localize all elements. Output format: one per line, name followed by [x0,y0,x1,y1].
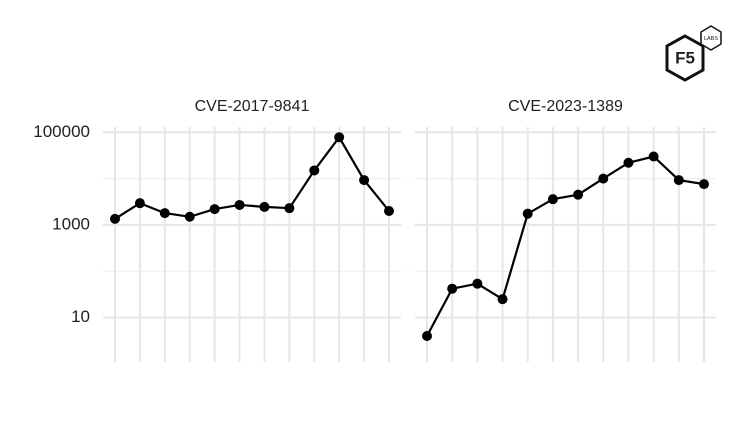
logo-small-hexagon [700,25,722,51]
data-point [259,201,270,212]
data-point [648,151,659,162]
data-point [234,199,245,210]
data-point [110,213,120,224]
data-point [159,208,170,219]
logo: F5 LABS [665,25,722,82]
data-point [284,203,295,214]
logo-text: F5 [675,48,695,67]
data-point [184,211,195,222]
data-point [384,205,394,216]
data-point [573,189,584,200]
data-point [497,294,508,305]
data-point [447,283,458,294]
data-point [209,204,220,215]
logo-tag: LABS [704,36,718,42]
data-point [334,132,345,143]
data-point [623,157,634,168]
data-point [134,198,145,209]
data-point [422,331,432,342]
data-point [547,194,558,205]
data-point [699,179,709,190]
y-tick-label: 10 [71,307,90,326]
y-tick-label: 100000 [33,122,90,141]
data-point [309,165,320,176]
data-point [673,175,684,186]
data-point [598,173,609,184]
data-point [522,208,533,219]
data-line [426,155,705,337]
data-point [472,278,483,289]
y-tick-label: 1000 [52,214,90,233]
panel-title: CVE-2017-9841 [195,98,310,115]
data-point [359,175,370,186]
panel-title: CVE-2023-1389 [508,98,623,115]
